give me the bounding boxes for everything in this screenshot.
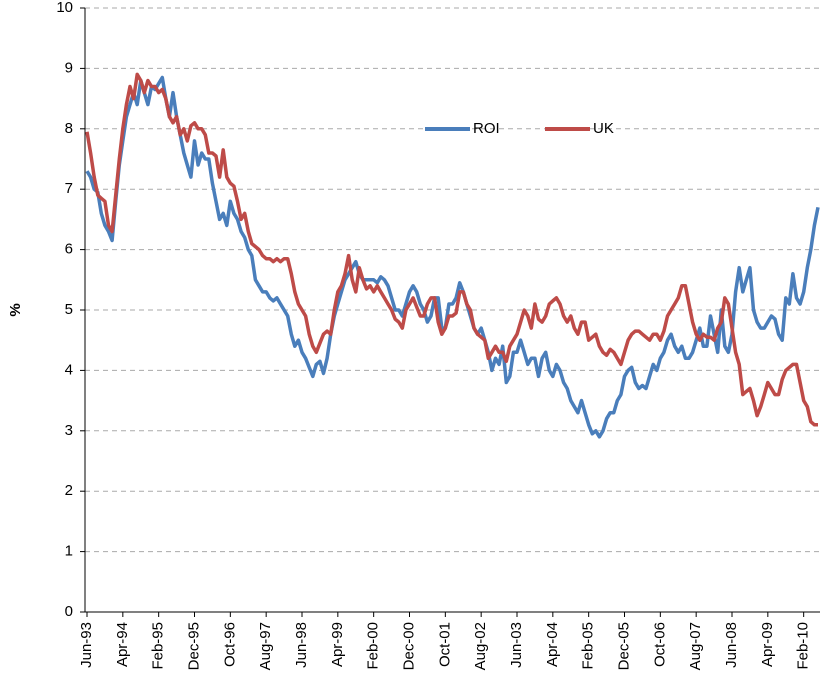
- x-tick-label: Feb-00: [365, 622, 382, 670]
- legend-label: UK: [593, 120, 614, 137]
- x-tick-label: Apr-09: [759, 622, 776, 667]
- series-line: [85, 72, 818, 427]
- legend-label: ROI: [473, 120, 500, 137]
- x-tick-label: Jun-93: [78, 622, 95, 668]
- y-axis-label: %: [7, 303, 24, 316]
- y-tick-label: 10: [56, 0, 73, 16]
- x-tick-label: Aug-07: [687, 622, 704, 670]
- x-tick-label: Jun-08: [723, 622, 740, 668]
- y-tick-label: 6: [65, 241, 73, 258]
- y-tick-label: 8: [65, 120, 73, 137]
- y-tick-label: 4: [65, 361, 73, 378]
- x-tick-label: Feb-05: [580, 622, 597, 670]
- x-tick-label: Apr-94: [114, 622, 131, 667]
- y-tick-label: 9: [65, 59, 73, 76]
- y-tick-label: 1: [65, 543, 73, 560]
- series-line: [85, 75, 820, 439]
- x-tick-label: Jun-98: [293, 622, 310, 668]
- x-tick-label: Oct-01: [436, 622, 453, 667]
- x-tick-label: Aug-02: [472, 622, 489, 670]
- x-tick-label: Dec-05: [615, 622, 632, 670]
- y-tick-label: 0: [65, 603, 73, 620]
- x-tick-label: Oct-96: [221, 622, 238, 667]
- x-tick-label: Feb-95: [150, 622, 167, 670]
- x-tick-label: Apr-04: [544, 622, 561, 667]
- x-tick-label: Aug-97: [257, 622, 274, 670]
- x-tick-label: Dec-00: [400, 622, 417, 670]
- x-tick-label: Oct-06: [651, 622, 668, 667]
- x-tick-label: Feb-10: [795, 622, 812, 670]
- y-tick-label: 2: [65, 482, 73, 499]
- x-tick-label: Dec-95: [185, 622, 202, 670]
- x-tick-label: Jun-03: [508, 622, 525, 668]
- y-tick-label: 3: [65, 422, 73, 439]
- x-tick-label: Apr-99: [329, 622, 346, 667]
- y-tick-label: 5: [65, 301, 73, 318]
- y-tick-label: 7: [65, 180, 73, 197]
